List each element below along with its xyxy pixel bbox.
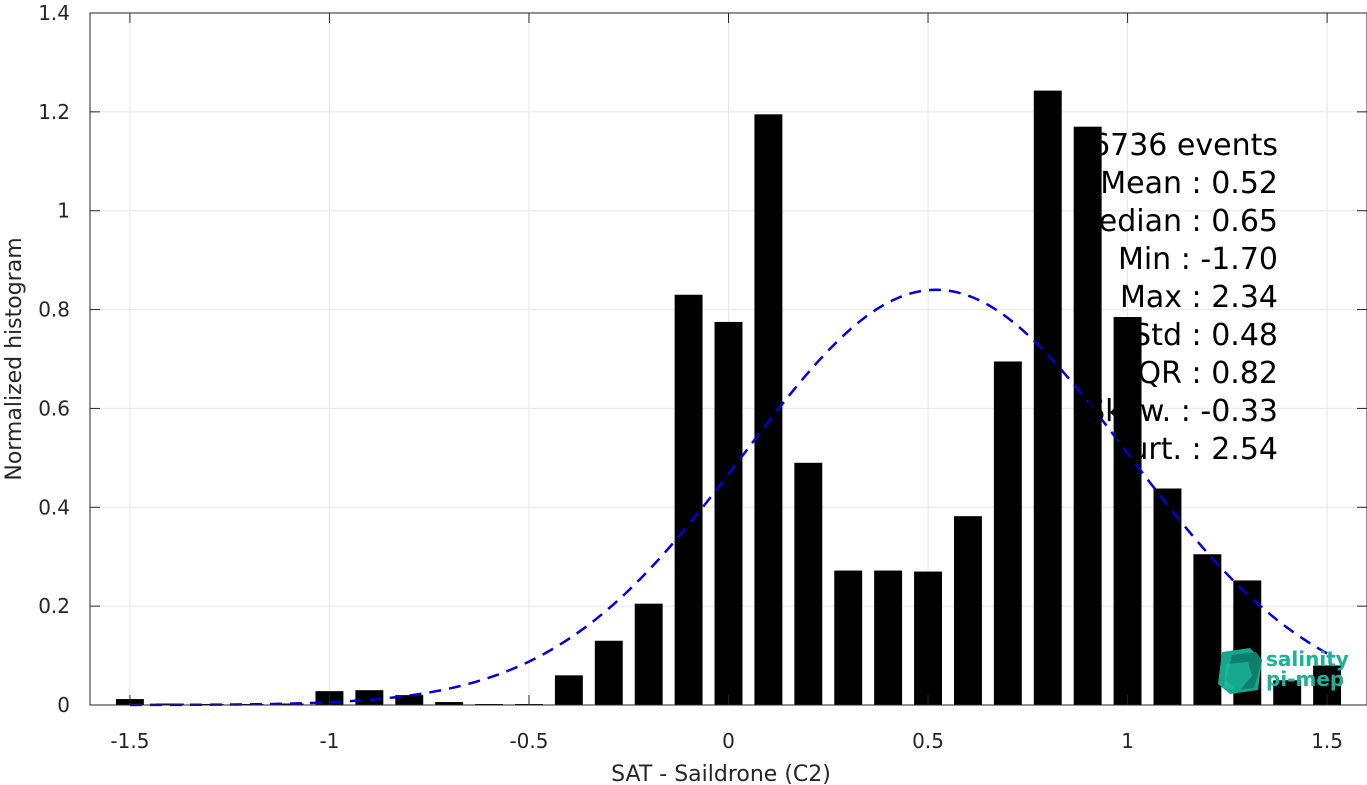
- y-tick-label: 1.2: [38, 100, 70, 124]
- histogram-bar: [914, 571, 942, 705]
- x-tick-label: 1: [1121, 729, 1134, 753]
- gaussian-fit-curve: [129, 288, 1328, 707]
- logo-line-2: pi-mep: [1266, 667, 1344, 691]
- histogram-bar: [1113, 316, 1142, 705]
- histogram-bar: [834, 570, 863, 705]
- stats-line: Median : 0.65: [1073, 204, 1278, 239]
- histogram-bar: [594, 640, 623, 705]
- y-tick-label: 0.8: [38, 298, 70, 322]
- histogram-bar: [674, 294, 703, 705]
- x-axis-title: SAT - Saildrone (C2): [611, 762, 831, 785]
- stats-line: Kurt. : 2.54: [1111, 432, 1278, 467]
- histogram-bar: [634, 603, 663, 705]
- histogram-bar: [435, 702, 464, 705]
- stats-line: Skew. : -0.33: [1086, 394, 1278, 429]
- histogram-bar: [554, 675, 583, 705]
- histogram-bar: [874, 570, 903, 705]
- histogram-bar: [993, 361, 1022, 705]
- x-tick-label: 0.5: [912, 729, 944, 753]
- logo-mark-icon: [1218, 648, 1262, 694]
- x-tick-label: 1.5: [1311, 729, 1343, 753]
- y-tick-label: 0.6: [38, 396, 70, 420]
- histogram-bar: [275, 703, 304, 705]
- y-tick-label: 0.4: [38, 495, 70, 519]
- histogram-bar: [1153, 488, 1182, 705]
- y-tick-label: 0.2: [38, 594, 70, 618]
- x-tick-label: -0.5: [509, 729, 548, 753]
- y-tick-label: 0: [57, 693, 70, 717]
- histogram-bar: [1033, 90, 1062, 706]
- histogram-bar: [1193, 554, 1222, 705]
- x-tick-label: -1.5: [110, 729, 149, 753]
- histogram-bar: [155, 703, 184, 705]
- salinity-pi-mep-logo: salinity pi-mep: [1218, 647, 1349, 694]
- stats-line: Min : -1.70: [1118, 242, 1278, 277]
- histogram-bar: [395, 695, 424, 705]
- histogram-bar: [1273, 680, 1302, 705]
- stats-line: Mean : 0.52: [1100, 166, 1278, 201]
- stats-line: # 16736 events: [1037, 128, 1278, 163]
- histogram-bar: [714, 321, 743, 705]
- stats-line: IQR : 0.82: [1129, 356, 1278, 391]
- y-tick-label: 1: [57, 199, 70, 223]
- x-tick-label: 0: [722, 729, 735, 753]
- logo-line-1: salinity: [1266, 647, 1349, 671]
- y-axis-title: Normalized histogram: [2, 237, 27, 480]
- stats-line: Std : 0.48: [1132, 318, 1278, 353]
- stats-line: Max : 2.34: [1120, 280, 1278, 315]
- x-tick-label: -1: [319, 729, 339, 753]
- histogram-bar: [794, 462, 823, 705]
- axis-ticks: -1.5 -1 -0.5 0 0.5 1 1.5 0 0.2 0.4 0.6 0.8 1 1.2 1.4: [38, 1, 1367, 753]
- y-tick-label: 1.4: [38, 1, 70, 25]
- histogram-bar: [355, 690, 384, 705]
- histogram-bar: [1073, 126, 1102, 705]
- histogram-bar: [953, 516, 982, 705]
